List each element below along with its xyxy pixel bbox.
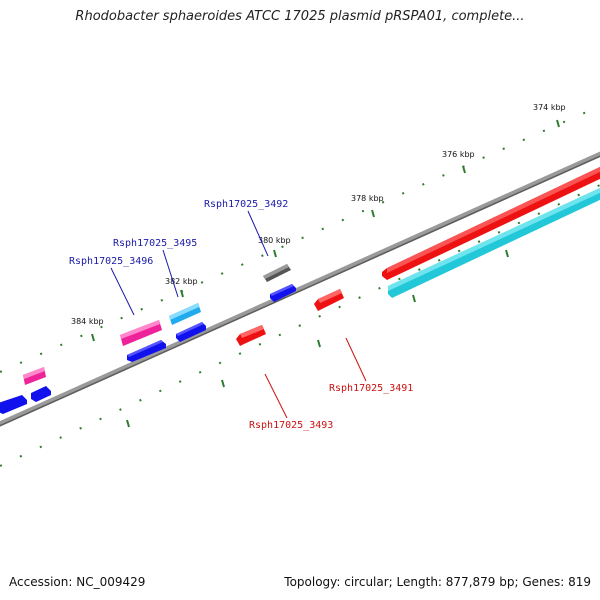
- gene-highlight: [127, 340, 163, 357]
- gene-label-3491[interactable]: Rsph17025_3491: [329, 383, 413, 394]
- gene-rsph17025-3491-block: [314, 289, 344, 311]
- gene-highlight: [388, 187, 600, 291]
- leader-3493: [264, 373, 288, 419]
- gene-label-3495[interactable]: Rsph17025_3495: [113, 238, 197, 249]
- leader-3491: [345, 337, 367, 382]
- gene-highlight: [169, 303, 199, 320]
- gene-rsph17025-3492-block: [263, 264, 291, 282]
- gene-arrow: [270, 284, 296, 302]
- gene-highlight: [176, 322, 204, 336]
- gene-blue-b: [176, 322, 206, 342]
- gene-label-3493[interactable]: Rsph17025_3493: [249, 420, 333, 431]
- gene-arrow: [0, 395, 27, 414]
- feature-red-long: [382, 166, 600, 280]
- genome-backbone: [0, 151, 600, 427]
- scale-label-380: 380 kbp: [258, 236, 291, 245]
- map-title: Rhodobacter sphaeroides ATCC 17025 plasm…: [75, 9, 525, 24]
- label-leaders: [110, 210, 367, 419]
- major-tick: [180, 289, 184, 298]
- gene-highlight: [270, 284, 294, 296]
- feature-cyan-long: [388, 187, 600, 298]
- gene-arrow: [127, 340, 166, 362]
- gene-blue-left-a: [31, 386, 51, 402]
- gene-label-3492[interactable]: Rsph17025_3492: [204, 199, 288, 210]
- major-tick: [317, 339, 321, 348]
- scale-label-384: 384 kbp: [71, 317, 104, 326]
- genome-summary-text: Topology: circular; Length: 877,879 bp; …: [284, 575, 591, 589]
- major-tick: [556, 119, 560, 128]
- gene-arrow: [31, 386, 51, 402]
- gene-rsph17025-3496-block: [120, 320, 162, 346]
- gene-highlight: [387, 166, 600, 273]
- gene-rsph17025-3493-block: [236, 325, 266, 346]
- gene-labels: Rsph17025_3492 Rsph17025_3495 Rsph17025_…: [69, 199, 413, 431]
- major-tick: [126, 419, 130, 428]
- inner-scale-ring: [0, 184, 600, 467]
- scale-label-376: 376 kbp: [442, 150, 475, 159]
- major-tick: [505, 249, 509, 258]
- major-tick: [412, 294, 416, 303]
- gene-highlight: [240, 325, 264, 338]
- scale-label-382: 382 kbp: [165, 277, 198, 286]
- gene-rsph17025-3495-block: [169, 303, 201, 325]
- inner-dotted-track: [0, 184, 600, 467]
- backbone-shadow: [0, 155, 600, 427]
- gene-highlight: [120, 320, 160, 339]
- scale-label-378: 378 kbp: [351, 194, 384, 203]
- major-tick: [273, 249, 277, 258]
- scale-label-374: 374 kbp: [533, 103, 566, 112]
- accession-text: Accession: NC_009429: [9, 575, 146, 589]
- gene-blue-c: [127, 340, 166, 362]
- gene-blue-a: [270, 284, 296, 302]
- scale-labels: 374 kbp 376 kbp 378 kbp 380 kbp 382 kbp …: [71, 103, 566, 326]
- leader-3492: [247, 210, 269, 257]
- leader-3495: [162, 249, 179, 298]
- gene-highlight: [263, 264, 289, 279]
- major-tick: [91, 333, 95, 342]
- gene-label-3496[interactable]: Rsph17025_3496: [69, 256, 153, 267]
- backbone-line: [0, 151, 600, 427]
- gene-arrow: [176, 322, 206, 342]
- gene-highlight: [23, 367, 45, 379]
- leader-3496: [110, 267, 135, 316]
- major-tick: [221, 379, 225, 388]
- gene-highlight: [318, 289, 342, 303]
- major-ticks: [91, 119, 560, 428]
- major-tick: [462, 165, 466, 174]
- gene-pink-left: [23, 367, 46, 385]
- major-tick: [371, 209, 375, 218]
- gene-blue-left-b: [0, 395, 27, 414]
